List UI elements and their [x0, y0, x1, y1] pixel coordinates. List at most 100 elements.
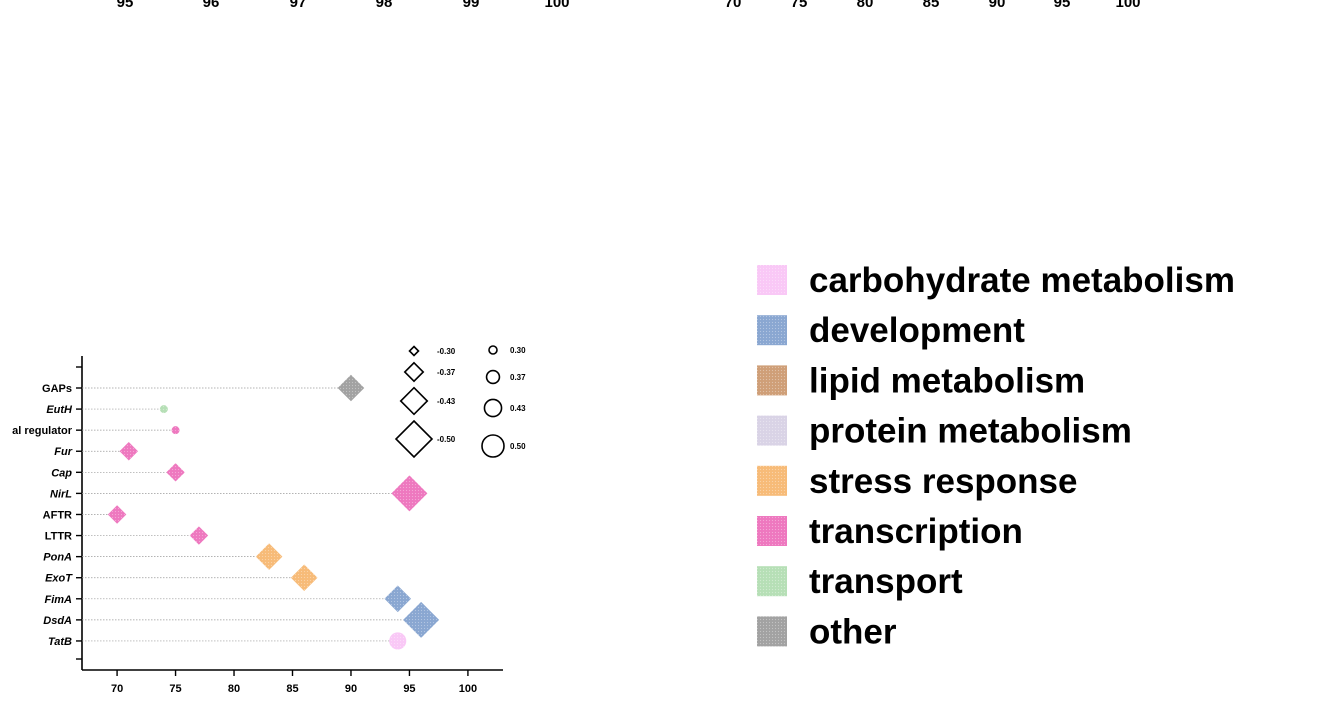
- legend-item-stress-response: stress response: [757, 462, 1077, 501]
- legend-label: carbohydrate metabolism: [809, 261, 1235, 300]
- y-tick-label: FimA: [45, 594, 73, 606]
- row-dsda: DsdA: [43, 601, 440, 638]
- legend-item-carbohydrate-metabolism: carbohydrate metabolism: [757, 261, 1235, 300]
- y-tick-label: TatB: [48, 636, 72, 648]
- data-point-euth-texture: [159, 405, 168, 414]
- size-legend-circle-label: 0.30: [510, 346, 526, 355]
- category-rows: GAPs EutH al regulator Fur Cap NirL AFTR LTTR Po…: [12, 374, 440, 650]
- top-right-tick-label-75: 75: [791, 0, 808, 11]
- top-right-cropped-ticks: 70 75 80 85 90 95 100: [725, 0, 1141, 11]
- size-legend-circle-2: [483, 398, 503, 418]
- size-legend-circle-3: [481, 434, 505, 458]
- main-scatter-plot: 70 75 80 85 90 95 100 GAPs EutH al regulator Fur C…: [12, 356, 503, 695]
- data-point-exot-texture: [290, 564, 318, 591]
- x-tick-label-95: 95: [403, 683, 415, 695]
- y-tick-label: DsdA: [43, 615, 72, 627]
- y-tick-label: LTTR: [45, 531, 72, 543]
- legend-item-protein-metabolism: protein metabolism: [757, 412, 1132, 451]
- size-legend-diamond-1: [403, 361, 425, 383]
- row-nirl: NirL: [50, 475, 428, 512]
- row-lttr: LTTR: [45, 526, 209, 545]
- legend-item-lipid-metabolism: lipid metabolism: [757, 361, 1085, 400]
- legend-swatch-texture: [757, 516, 787, 546]
- size-legend-diamond-label: -0.37: [437, 368, 456, 377]
- size-legend-circle-label: 0.43: [510, 404, 526, 413]
- top-right-tick-label-95: 95: [1054, 0, 1071, 11]
- data-point-tatb-texture: [389, 632, 407, 650]
- x-tick-label-75: 75: [169, 683, 181, 695]
- row-pona: PonA: [43, 543, 283, 570]
- color-legend: carbohydrate metabolism development lipid …: [757, 261, 1235, 651]
- x-axis-ticks: 70 75 80 85 90 95 100: [111, 670, 477, 695]
- y-tick-label: NirL: [50, 488, 72, 500]
- top-left-tick-label-97: 97: [290, 0, 307, 11]
- top-left-tick-label-98: 98: [376, 0, 393, 11]
- x-tick-label-100: 100: [459, 683, 477, 695]
- legend-item-development: development: [757, 311, 1025, 350]
- y-tick-label: al regulator: [12, 425, 73, 437]
- data-point-fima-texture: [384, 585, 412, 613]
- size-legend-diamond-label: -0.43: [437, 397, 456, 406]
- row-exot: ExoT: [45, 564, 318, 591]
- top-right-tick-label-80: 80: [857, 0, 874, 11]
- top-left-tick-label-100: 100: [544, 0, 569, 11]
- legend-label: lipid metabolism: [809, 361, 1085, 400]
- legend-swatch-texture: [757, 465, 787, 496]
- row-cap: Cap: [51, 463, 185, 482]
- legend-swatch-texture: [757, 365, 787, 396]
- row-fur: Fur: [54, 442, 139, 461]
- data-point-cap-texture: [166, 463, 185, 482]
- legend-label: development: [809, 311, 1025, 350]
- top-right-tick-label-100: 100: [1115, 0, 1140, 11]
- legend-swatch-texture: [757, 315, 787, 346]
- row-fima: FimA: [45, 585, 412, 613]
- top-left-tick-label-95: 95: [117, 0, 134, 11]
- legend-label: stress response: [809, 462, 1077, 501]
- legend-label: protein metabolism: [809, 412, 1132, 451]
- legend-swatch-texture: [757, 566, 787, 597]
- legend-label: other: [809, 612, 897, 651]
- data-point-nirl-texture: [391, 475, 428, 512]
- x-tick-label-85: 85: [286, 683, 298, 695]
- y-tick-label: PonA: [43, 552, 72, 564]
- size-legend-circle-label: 0.50: [510, 442, 526, 451]
- size-legend-diamond-3: [394, 419, 434, 459]
- y-tick-label: ExoT: [45, 573, 73, 585]
- size-legend-circle-1: [485, 369, 501, 385]
- legend-swatch-texture: [757, 415, 787, 446]
- legend-swatch-texture: [757, 265, 787, 295]
- legend-label: transport: [809, 562, 963, 601]
- top-right-tick-label-70: 70: [725, 0, 742, 11]
- x-tick-label-80: 80: [228, 683, 240, 695]
- size-legend: -0.30 -0.37 -0.43 -0.50 0.30 0.37 0.43 0.50: [394, 345, 526, 459]
- top-right-tick-label-85: 85: [923, 0, 940, 11]
- legend-swatch-texture: [757, 616, 787, 647]
- row-al-regulator: al regulator: [12, 425, 180, 437]
- row-euth: EutH: [46, 404, 168, 416]
- size-legend-circle-0: [488, 345, 498, 355]
- size-legend-diamond-label: -0.30: [437, 347, 456, 356]
- legend-item-transport: transport: [757, 562, 963, 601]
- row-tatb: TatB: [48, 632, 407, 650]
- legend-item-other: other: [757, 612, 897, 651]
- top-right-tick-label-90: 90: [989, 0, 1006, 11]
- size-legend-diamond-label: -0.50: [437, 435, 456, 444]
- y-tick-label: Fur: [54, 446, 72, 458]
- size-legend-diamond-2: [399, 386, 429, 416]
- data-point-lttr-texture: [189, 526, 209, 545]
- y-tick-label: GAPs: [42, 383, 72, 395]
- row-gaps: GAPs: [42, 374, 365, 402]
- y-tick-label: Cap: [51, 467, 72, 479]
- x-tick-label-90: 90: [345, 683, 357, 695]
- data-point-fur-texture: [119, 442, 139, 461]
- row-aftr: AFTR: [43, 505, 127, 524]
- y-axis-end-ticks: [76, 366, 82, 660]
- size-legend-diamond-0: [408, 345, 420, 357]
- top-left-tick-label-96: 96: [203, 0, 220, 11]
- data-point-dsda-texture: [403, 601, 440, 638]
- data-point-pona-texture: [255, 543, 283, 570]
- data-point-al-regulator-texture: [171, 426, 180, 435]
- legend-label: transcription: [809, 512, 1023, 551]
- y-tick-label: AFTR: [43, 509, 72, 521]
